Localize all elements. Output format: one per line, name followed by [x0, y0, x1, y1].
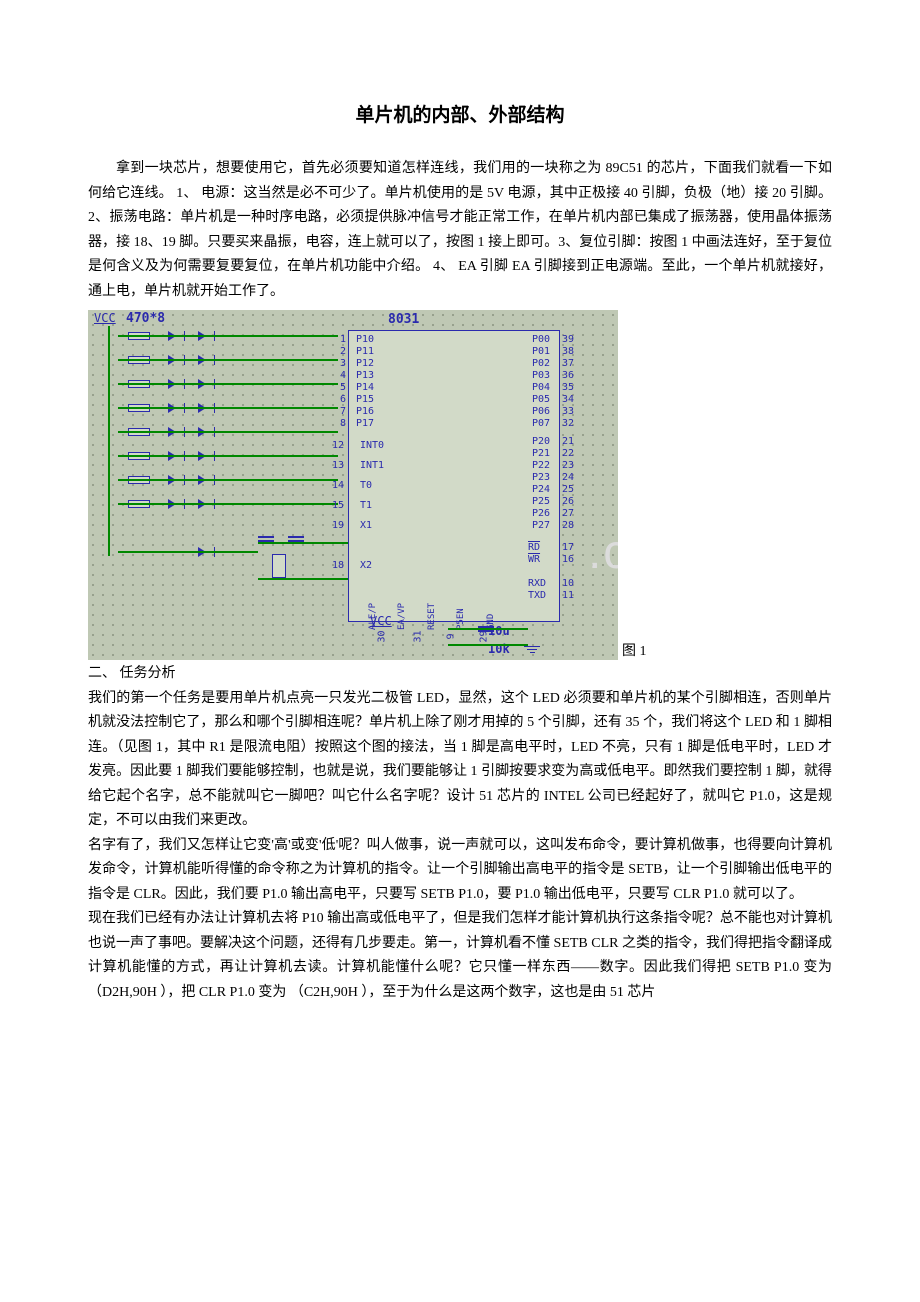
p1-labels: P10 P11 P12 P13 P14 P15 P16 P17	[356, 334, 374, 430]
figure-caption: 图 1	[622, 640, 647, 660]
wire	[118, 551, 258, 553]
rxtx-labels: RXD TXD	[528, 578, 546, 602]
wire	[118, 479, 338, 481]
paragraph-4: 现在我们已经有办法让计算机去将 P10 输出高或低电平了，但是我们怎样才能计算机…	[88, 907, 832, 1005]
capacitor-icon	[288, 530, 304, 548]
wire	[118, 383, 338, 385]
chip-title: 8031	[388, 312, 419, 327]
wire	[118, 359, 338, 361]
wire	[118, 503, 338, 505]
section-2-heading: 二、 任务分析	[88, 662, 832, 687]
wire	[118, 431, 338, 433]
mid-pins: 12 13 14 15 19 18	[332, 436, 344, 576]
p2-pins: 21 22 23 24 25 26 27 28	[562, 436, 574, 532]
figure-1-row: VCC 470*8	[88, 310, 832, 660]
paragraph-2: 我们的第一个任务是要用单片机点亮一只发光二极管 LED，显然，这个 LED 必须…	[88, 687, 832, 834]
vcc-label-bottom: VCC	[370, 614, 392, 628]
rxtx-pins: 10 11	[562, 578, 574, 602]
crystal-icon	[272, 554, 286, 578]
mid-labels: INT0 INT1 T0 T1 X1 X2	[360, 436, 384, 576]
p2-labels: P20 P21 P22 P23 P24 P25 P26 P27	[520, 436, 550, 532]
schematic-figure: VCC 470*8	[88, 310, 618, 660]
resistor-array-label: 470*8	[126, 311, 165, 326]
wire	[448, 628, 528, 630]
p0-labels: P00 P01 P02 P03 P04 P05 P06 P07	[520, 334, 550, 430]
page: 单片机的内部、外部结构 拿到一块芯片，想要使用它，首先必须要知道怎样连线，我们用…	[0, 0, 920, 1045]
ground-icon	[524, 644, 540, 655]
page-title: 单片机的内部、外部结构	[88, 100, 832, 127]
p1-pins: 1 2 3 4 5 6 7 8	[332, 334, 346, 430]
paragraph-3: 名字有了，我们又怎样让它变'高'或变'低'呢？叫人做事，说一声就可以，这叫发布命…	[88, 834, 832, 908]
wire	[118, 335, 338, 337]
rdwr-pins: 17 16	[562, 542, 574, 566]
p0-pins: 39 38 37 36 35 34 33 32	[562, 334, 574, 430]
wire	[118, 407, 338, 409]
wire	[448, 644, 528, 646]
rdwr-labels: RD WR	[528, 542, 540, 566]
capacitor-icon	[258, 530, 274, 548]
vcc-label-top: VCC	[94, 311, 116, 325]
intro-paragraph: 拿到一块芯片，想要使用它，首先必须要知道怎样连线，我们用的一块称之为 89C51…	[88, 157, 832, 304]
wire	[258, 578, 348, 580]
wire	[118, 455, 338, 457]
